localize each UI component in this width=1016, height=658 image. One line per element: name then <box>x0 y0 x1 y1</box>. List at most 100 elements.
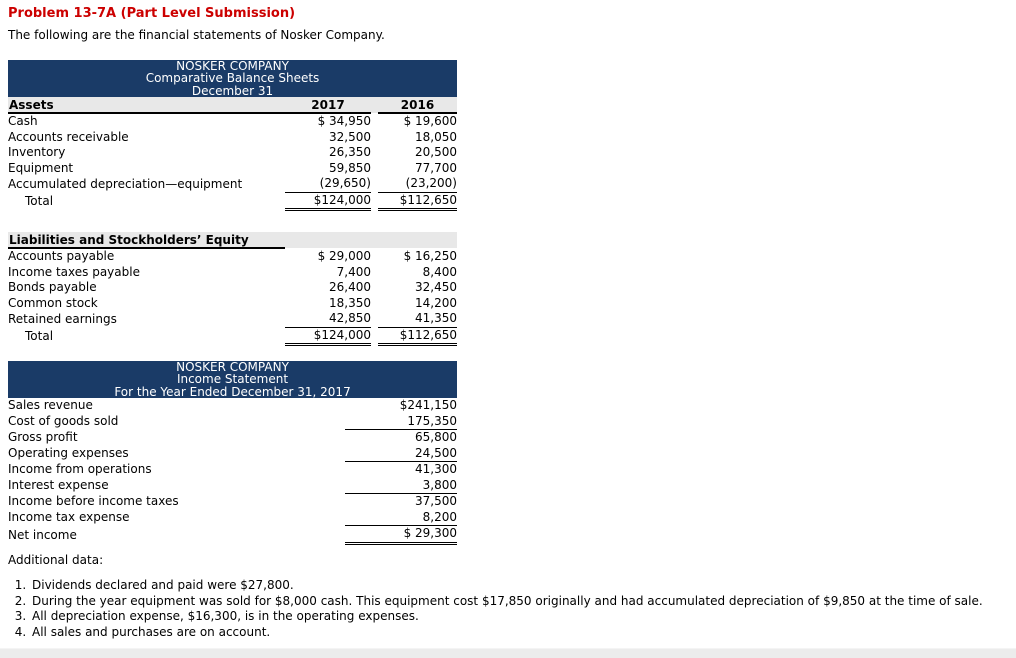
table-row: Cost of goods sold 175,350 <box>8 413 458 431</box>
blank-cell <box>378 232 457 248</box>
table-row: Accounts payable $ 29,000 $ 16,250 <box>8 248 457 265</box>
statement-date: For the Year Ended December 31, 2017 <box>114 384 351 399</box>
table-row: Income tax expense 8,200 <box>8 509 458 527</box>
row-amount: 42,850 <box>285 311 371 328</box>
row-label: Equipment <box>8 160 74 175</box>
table-row: Gross profit 65,800 <box>8 430 457 446</box>
intro-text: The following are the financial statemen… <box>8 28 385 42</box>
row-amount: 59,850 <box>329 160 371 175</box>
row-amount: 65,800 <box>415 430 458 445</box>
statement-header-cell: NOSKER COMPANY Income Statement For the … <box>8 361 458 399</box>
column-gap <box>371 113 378 130</box>
company-name: NOSKER COMPANY <box>176 59 289 73</box>
row-amount: $124,000 <box>285 192 371 212</box>
additional-data-item: All sales and purchases are on account. <box>30 625 1016 641</box>
row-amount: 32,500 <box>329 129 371 144</box>
row-amount: $ 29,000 <box>317 249 371 263</box>
column-gap <box>371 327 378 345</box>
row-amount: $124,000 <box>285 327 371 346</box>
row-amount: 18,350 <box>329 295 371 310</box>
row-amount: 32,450 <box>415 280 457 294</box>
row-amount: 8,200 <box>345 509 458 527</box>
row-label: Accounts receivable <box>8 129 129 144</box>
row-label: Common stock <box>8 295 98 310</box>
row-label: Interest expense <box>8 478 109 493</box>
column-gap <box>371 161 378 177</box>
table-row: Interest expense 3,800 <box>8 477 458 495</box>
table-row: Sales revenue $241,150 <box>8 398 457 414</box>
row-amount: $112,650 <box>378 192 457 212</box>
row-amount: 175,350 <box>345 413 458 431</box>
additional-data-item: Dividends declared and paid were $27,800… <box>30 578 1016 594</box>
row-label: Net income <box>8 527 77 542</box>
row-label: Total <box>25 194 54 209</box>
statement-header: NOSKER COMPANY Income Statement For the … <box>8 361 458 399</box>
row-label: Retained earnings <box>8 311 117 326</box>
statement-date: December 31 <box>191 83 274 98</box>
row-label: Total <box>25 329 54 343</box>
row-amount: (23,200) <box>378 176 457 193</box>
row-amount: 24,500 <box>345 445 458 463</box>
section-label: Assets <box>8 97 285 115</box>
row-label: Inventory <box>8 145 66 160</box>
row-label: Income before income taxes <box>8 494 179 509</box>
row-label: Operating expenses <box>8 446 129 461</box>
row-amount: 14,200 <box>415 295 457 310</box>
row-amount: (29,650) <box>285 176 371 193</box>
column-gap <box>371 97 378 114</box>
table-row: Bonds payable 26,400 32,450 <box>8 280 457 296</box>
column-gap <box>371 248 378 265</box>
row-label: Accounts payable <box>8 249 115 263</box>
table-row: Accounts receivable 32,500 18,050 <box>8 130 457 146</box>
table-row: Income before income taxes 37,500 <box>8 494 457 510</box>
row-amount: 8,400 <box>422 264 457 279</box>
row-amount: 77,700 <box>415 160 457 175</box>
row-amount: $112,650 <box>378 327 457 346</box>
additional-data-item: During the year equipment was sold for $… <box>30 594 1016 610</box>
row-amount: $ 16,250 <box>403 249 457 263</box>
row-label: Income from operations <box>8 462 152 477</box>
row-label: Income taxes payable <box>8 264 140 279</box>
row-amount: 37,500 <box>415 494 458 509</box>
column-gap <box>371 311 378 327</box>
table-row: Income taxes payable 7,400 8,400 <box>8 265 457 281</box>
row-amount: 26,350 <box>329 145 371 160</box>
row-amount: 41,350 <box>378 311 457 328</box>
table-row: Income from operations 41,300 <box>8 462 457 478</box>
row-amount: $241,150 <box>399 398 458 413</box>
row-label: Cost of goods sold <box>8 414 119 429</box>
column-gap <box>371 296 378 312</box>
column-header-2017: 2017 <box>285 97 371 115</box>
page-bottom-edge <box>0 648 1016 658</box>
table-row: Common stock 18,350 14,200 <box>8 296 457 312</box>
blank-cell <box>285 232 371 248</box>
table-row: Equipment 59,850 77,700 <box>8 161 457 177</box>
row-label: Bonds payable <box>8 280 97 294</box>
row-amount: 18,050 <box>415 129 457 144</box>
table-row: Retained earnings 42,850 41,350 <box>8 311 457 328</box>
table-row: Total $124,000 $112,650 <box>8 192 457 212</box>
column-header-2016: 2016 <box>378 97 457 115</box>
additional-data-label: Additional data: <box>8 553 104 567</box>
column-gap <box>371 176 378 192</box>
column-gap <box>371 130 378 146</box>
statement-header-cell: NOSKER COMPANY Comparative Balance Sheet… <box>8 60 457 97</box>
table-row: Net income $ 29,300 <box>8 525 458 545</box>
row-amount: 41,300 <box>415 462 458 477</box>
row-label: Accumulated depreciation—equipment <box>8 176 243 191</box>
table-row: Accumulated depreciation—equipment (29,65… <box>8 176 457 193</box>
column-gap <box>371 145 378 161</box>
statement-title: Comparative Balance Sheets <box>145 71 320 86</box>
column-gap <box>371 265 378 281</box>
additional-data-item: All depreciation expense, $16,300, is in… <box>30 609 1016 625</box>
row-label: Sales revenue <box>8 398 93 413</box>
row-amount: 26,400 <box>329 280 371 294</box>
liabilities-section-header: Liabilities and Stockholders’ Equity <box>8 232 457 249</box>
row-amount: $ 34,950 <box>317 114 371 129</box>
row-label: Cash <box>8 114 38 129</box>
row-label: Income tax expense <box>8 510 130 525</box>
row-amount: 3,800 <box>345 477 458 495</box>
section-label: Liabilities and Stockholders’ Equity <box>8 232 285 249</box>
column-gap <box>371 192 378 210</box>
